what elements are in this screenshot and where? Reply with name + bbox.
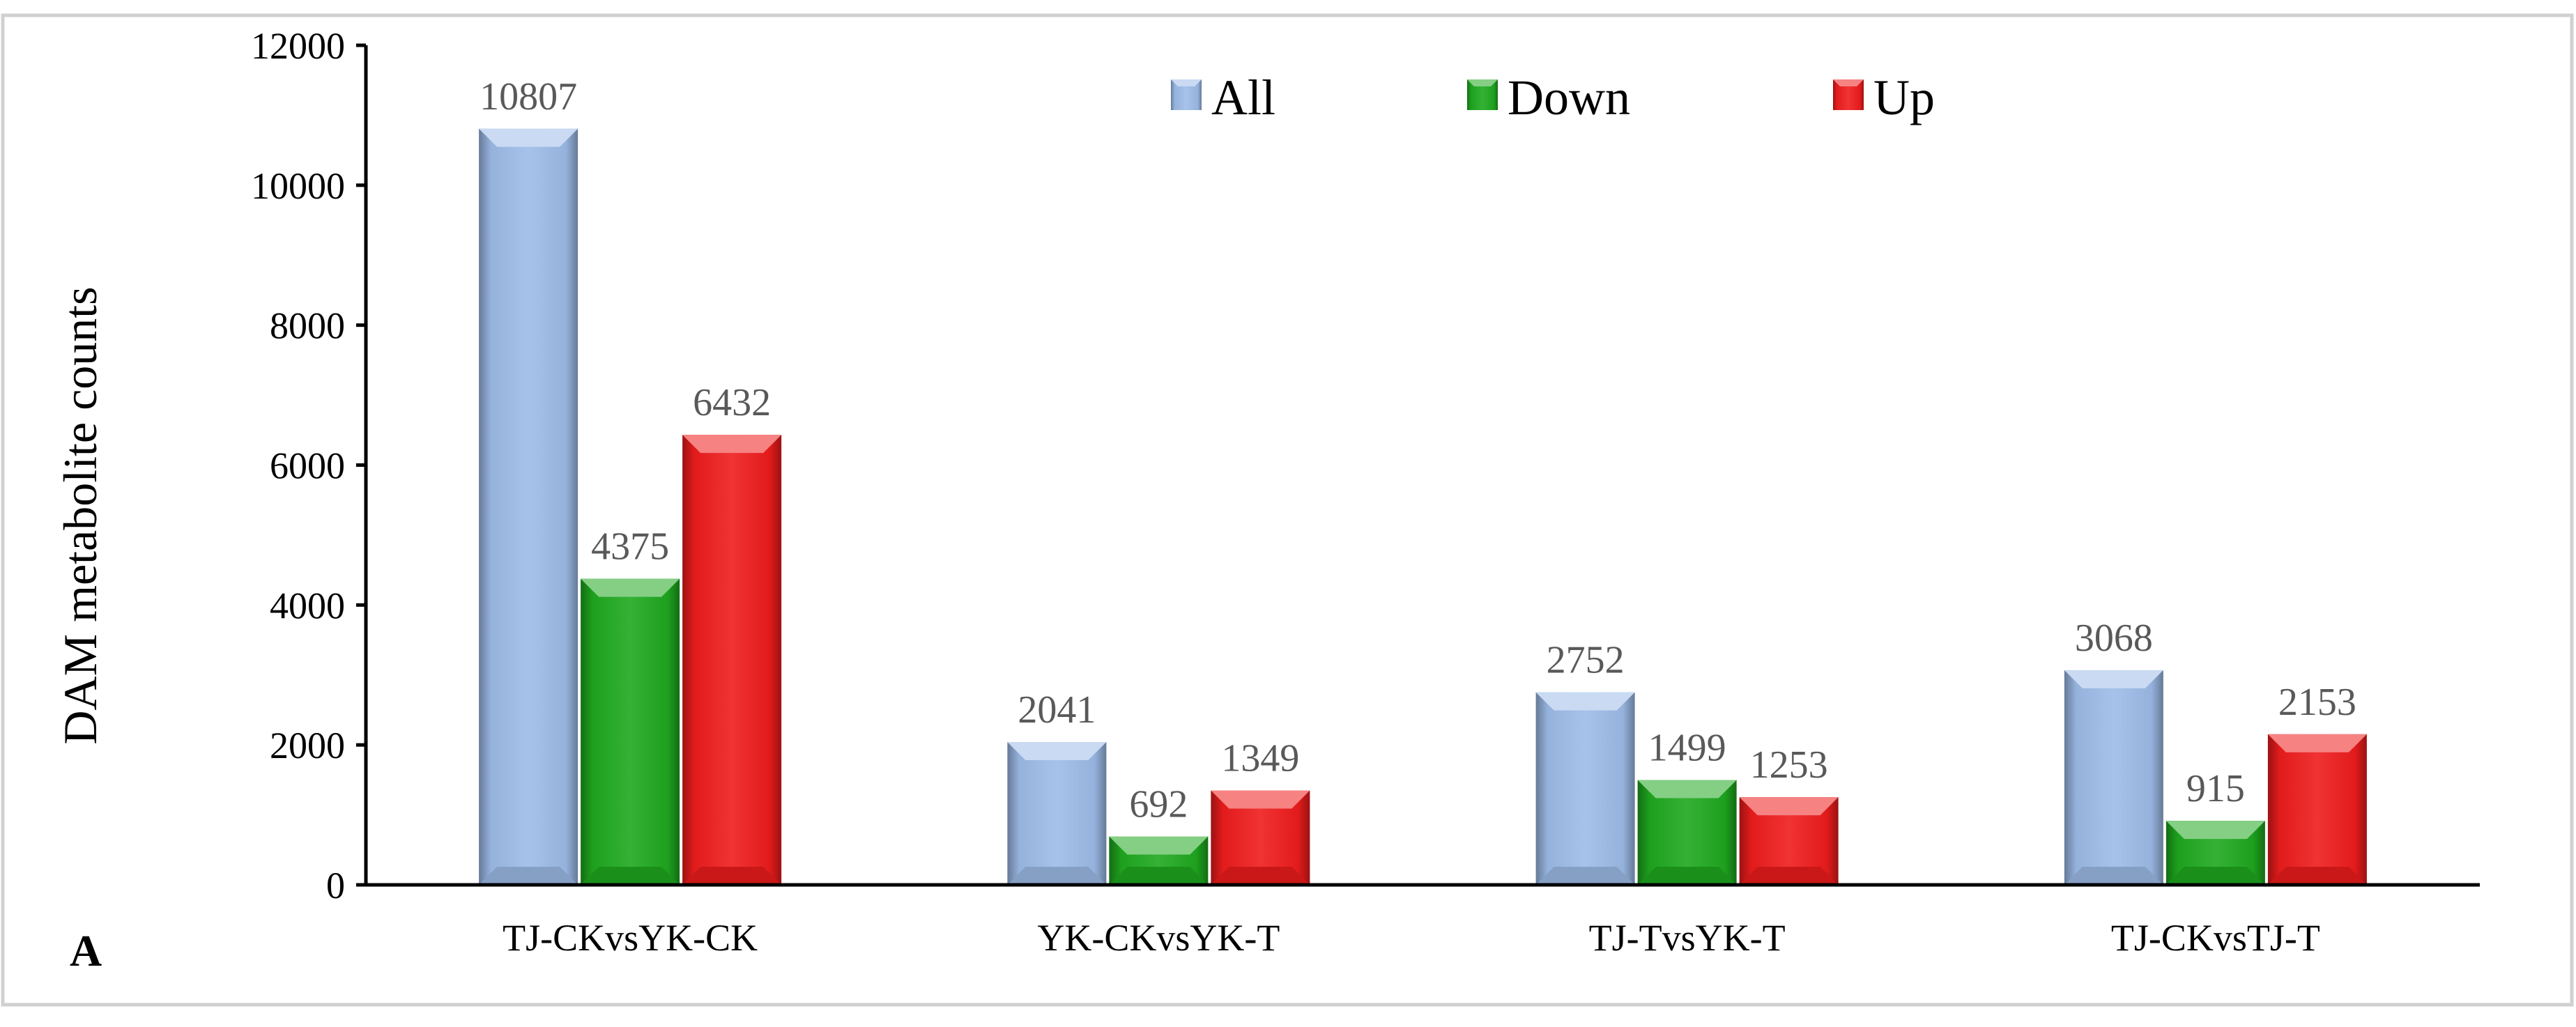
value-label-all-tj-tvsyk-t: 2752 [1547, 639, 1625, 682]
bar-up-yk-ckvsyk-t [1211, 790, 1310, 885]
value-label-down-tj-ckvsyk-ck: 4375 [591, 525, 669, 569]
legend-label-up: Up [1873, 70, 1935, 125]
y-axis-ticks: 0 2000 4000 6000 8000 10000 12000 [251, 25, 366, 906]
value-labels-layer: 10807 4375 6432 2041 692 1349 2752 1499 1253 3068… [480, 75, 2356, 826]
value-label-up-tj-ckvstj-t: 2153 [2278, 681, 2356, 724]
value-label-up-tj-ckvsyk-ck: 6432 [693, 381, 771, 424]
y-tick-label: 10000 [251, 165, 345, 207]
bar-down-yk-ckvsyk-t [1109, 836, 1209, 885]
legend-item-up: Up [1833, 70, 1935, 125]
legend-item-all: All [1171, 70, 1275, 125]
bar-down-tj-ckvstj-t [2165, 821, 2265, 885]
value-label-all-tj-ckvstj-t: 3068 [2075, 617, 2153, 660]
legend-label-down: Down [1508, 70, 1630, 125]
bar-down-tj-tvsyk-t [1637, 780, 1737, 885]
category-label-yk-ckvsyk-t: YK-CKvsYK-T [1037, 917, 1280, 959]
panel-label: A [70, 926, 102, 975]
bar-up-tj-tvsyk-t [1739, 797, 1839, 885]
value-label-all-yk-ckvsyk-t: 2041 [1018, 688, 1096, 732]
bar-all-yk-ckvsyk-t [1007, 742, 1107, 885]
value-label-down-yk-ckvsyk-t: 692 [1129, 783, 1188, 826]
y-tick-label: 4000 [270, 585, 345, 626]
legend-item-down: Down [1467, 70, 1630, 125]
value-label-down-tj-tvsyk-t: 1499 [1648, 726, 1726, 769]
value-label-all-tj-ckvsyk-ck: 10807 [480, 75, 577, 118]
bar-down-tj-ckvsyk-ck [581, 578, 680, 885]
bar-all-tj-ckvstj-t [2064, 670, 2163, 885]
value-label-up-yk-ckvsyk-t: 1349 [1221, 737, 1299, 780]
category-label-tj-ckvsyk-ck: TJ-CKvsYK-CK [503, 917, 758, 959]
y-tick-label: 8000 [270, 305, 345, 347]
bar-up-tj-ckvsyk-ck [682, 435, 782, 885]
bar-up-tj-ckvstj-t [2267, 734, 2367, 885]
legend: All Down Up [1171, 70, 1935, 125]
y-tick-label: 6000 [270, 445, 345, 487]
category-label-tj-ckvstj-t: TJ-CKvsTJ-T [2111, 917, 2320, 959]
y-tick-label: 12000 [251, 25, 345, 67]
bar-all-tj-ckvsyk-ck [479, 128, 578, 885]
bar-all-tj-tvsyk-t [1535, 692, 1635, 885]
y-tick-label: 2000 [270, 725, 345, 766]
bars-layer [479, 128, 2367, 885]
category-label-tj-tvsyk-t: TJ-TvsYK-T [1589, 917, 1786, 959]
y-axis-title: DAM metabolite counts [54, 286, 107, 744]
legend-label-all: All [1211, 70, 1275, 125]
y-tick-label: 0 [326, 865, 345, 906]
category-labels-layer: TJ-CKvsYK-CK YK-CKvsYK-T TJ-TvsYK-T TJ-CKvs… [503, 917, 2320, 959]
value-label-down-tj-ckvstj-t: 915 [2186, 767, 2245, 810]
value-label-up-tj-tvsyk-t: 1253 [1750, 743, 1828, 787]
